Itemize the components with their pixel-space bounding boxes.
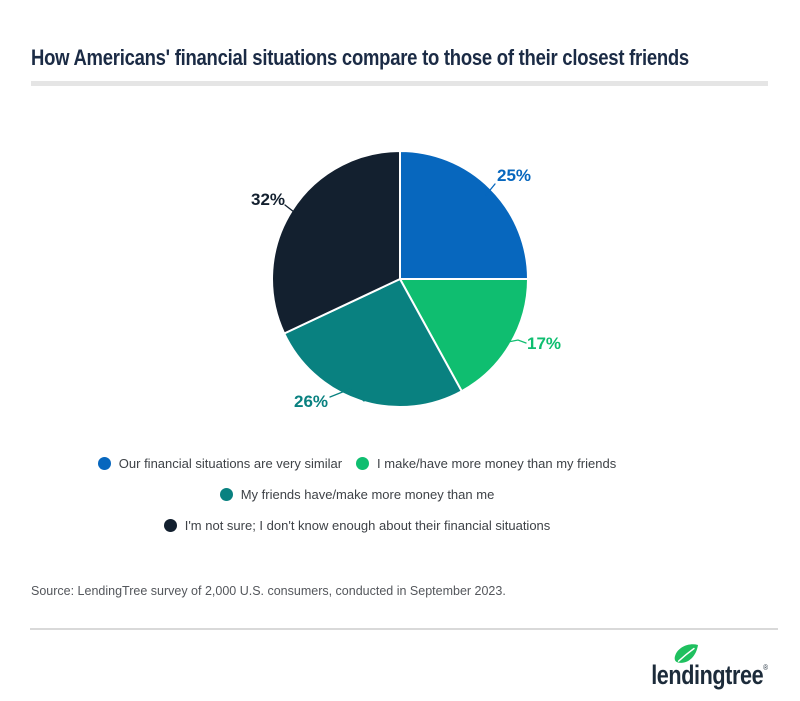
pie-slice-2 xyxy=(283,278,463,409)
pie-value-label-3: 32% xyxy=(251,190,285,209)
registered-trademark: ® xyxy=(763,663,768,672)
source-note: Source: LendingTree survey of 2,000 U.S.… xyxy=(31,584,506,598)
label-leader-line-0 xyxy=(485,183,496,196)
lendingtree-logo: lendingtree® xyxy=(623,644,768,689)
legend-row: I'm not sure; I don't know enough about … xyxy=(163,518,551,533)
label-leader-line-2 xyxy=(329,388,365,402)
pie-value-label-2: 26% xyxy=(294,392,328,411)
footer-divider xyxy=(30,628,778,630)
label-leader-line-1 xyxy=(507,339,527,344)
title-divider xyxy=(31,81,768,86)
pie-value-label-0: 25% xyxy=(497,166,531,185)
pie-slice-3 xyxy=(271,150,401,335)
legend-dot-icon xyxy=(219,488,233,501)
legend-item-1: I make/have more money than my friends xyxy=(356,456,616,471)
pie-slice-0 xyxy=(399,150,529,280)
legend-label: I'm not sure; I don't know enough about … xyxy=(184,518,551,533)
legend-item-3: I'm not sure; I don't know enough about … xyxy=(163,518,551,533)
legend-row: Our financial situations are very simila… xyxy=(97,456,616,471)
chart-title: How Americans' financial situations comp… xyxy=(31,45,689,70)
legend-dot-icon xyxy=(356,457,370,470)
label-leader-line-3 xyxy=(284,204,295,213)
legend-dot-icon xyxy=(97,457,111,470)
pie-value-label-1: 17% xyxy=(527,334,561,353)
legend-dot-icon xyxy=(163,519,177,532)
legend-label: I make/have more money than my friends xyxy=(377,456,617,471)
logo-wordmark: lendingtree® xyxy=(651,660,768,690)
legend-item-2: My friends have/make more money than me xyxy=(219,487,495,502)
legend-label: My friends have/make more money than me xyxy=(240,487,495,502)
legend-label: Our financial situations are very simila… xyxy=(118,456,343,471)
leaf-icon xyxy=(674,644,698,663)
pie-slice-1 xyxy=(399,278,529,393)
legend-row: My friends have/make more money than me xyxy=(219,487,495,502)
legend-item-0: Our financial situations are very simila… xyxy=(97,456,343,471)
chart-legend: Our financial situations are very simila… xyxy=(0,456,714,533)
